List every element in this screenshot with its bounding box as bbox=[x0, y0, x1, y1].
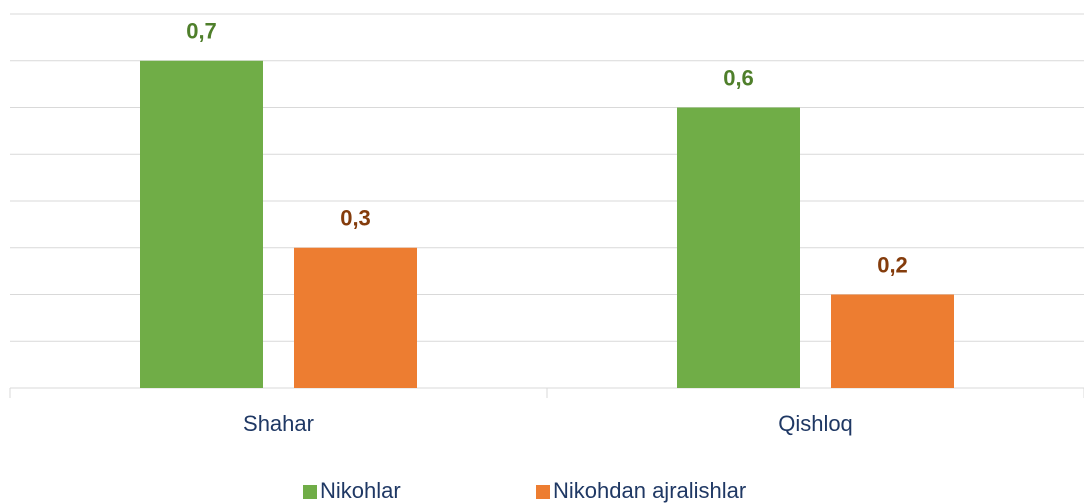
value-label: 0,7 bbox=[186, 19, 217, 44]
legend-label: Nikohlar bbox=[320, 478, 401, 503]
value-label: 0,2 bbox=[877, 252, 908, 277]
bar bbox=[831, 294, 954, 388]
legend-label: Nikohdan ajralishlar bbox=[553, 478, 746, 503]
bar bbox=[677, 107, 800, 388]
bar bbox=[294, 247, 417, 388]
value-label: 0,3 bbox=[340, 206, 371, 231]
x-tick-label: Qishloq bbox=[778, 411, 853, 436]
bar bbox=[140, 60, 263, 388]
value-label: 0,6 bbox=[723, 65, 754, 90]
legend-swatch bbox=[536, 485, 550, 499]
legend-swatch bbox=[303, 485, 317, 499]
x-tick-label: Shahar bbox=[243, 411, 314, 436]
